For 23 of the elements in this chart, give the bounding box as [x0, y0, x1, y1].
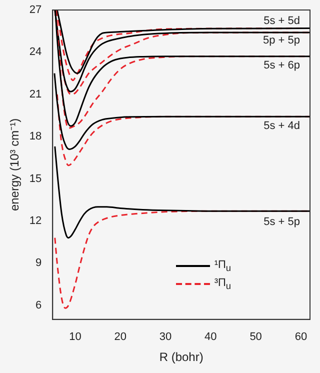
legend-label: ¹Π$_{u}$ [214, 259, 232, 274]
annotation: 5s + 6p [264, 59, 300, 72]
x-tick-label: 40 [204, 331, 217, 344]
y-tick-label: 21 [29, 88, 42, 100]
y-tick-label: 27 [29, 4, 42, 16]
y-axis-title: energy (10³ cm⁻¹) [8, 118, 22, 212]
x-tick-label: 20 [114, 331, 126, 344]
x-tick-label: 10 [69, 331, 82, 344]
y-tick-label: 9 [36, 257, 42, 270]
x-tick-label: 30 [159, 331, 172, 344]
annotation: 5s + 5p [264, 216, 300, 228]
annotation: 5s + 4d [264, 120, 300, 132]
annotation: 5s + 5d [264, 14, 300, 27]
x-axis-title: R (bohr) [159, 350, 204, 364]
x-tick-label: 60 [294, 331, 308, 344]
annotation: 5p + 5p [262, 34, 300, 47]
y-tick-label: 12 [29, 214, 42, 227]
legend-label: ³Π$_{u}$ [214, 277, 232, 292]
y-tick-label: 18 [29, 130, 42, 143]
x-tick-label: 50 [250, 331, 262, 344]
y-tick-label: 24 [29, 46, 42, 58]
y-tick-label: 6 [36, 299, 42, 312]
y-tick-label: 15 [29, 172, 42, 185]
